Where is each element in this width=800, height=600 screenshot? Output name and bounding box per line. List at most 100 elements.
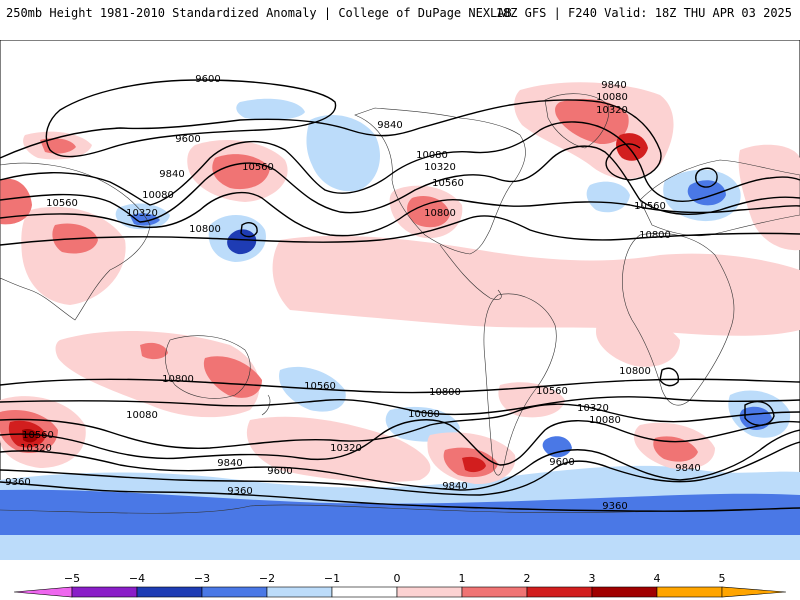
antarctic-band-deep — [0, 489, 800, 535]
pos-e-asia — [738, 144, 800, 251]
south-america-coast — [483, 293, 557, 476]
pos-w-asia — [0, 178, 32, 225]
contour-label: 10320 — [424, 162, 456, 173]
contour-label: 10800 — [639, 230, 671, 241]
contour-label: 10560 — [536, 386, 568, 397]
contour-loop-satl — [659, 367, 679, 387]
contour-loop-sindian — [744, 401, 775, 426]
colorbar-bins — [13, 586, 787, 598]
contour-label: 9840 — [675, 463, 700, 474]
contour-9840-north — [0, 99, 662, 181]
colorbar-bin — [201, 586, 268, 598]
colorbar-bin — [526, 586, 593, 598]
pos-sw-indian-core3 — [22, 428, 38, 443]
neg-bering — [236, 98, 305, 120]
colorbar-bin — [461, 586, 528, 598]
contour-label: 9600 — [549, 457, 574, 468]
africa-coast — [622, 232, 735, 406]
colorbar-bin — [396, 586, 463, 598]
contour-9600-south — [0, 441, 800, 496]
contour-loop-npac — [240, 222, 258, 238]
contour-label: 10080 — [596, 92, 628, 103]
pos-coral — [140, 342, 168, 360]
colorbar-tick-label: −1 — [324, 572, 340, 585]
contour-label: 10800 — [619, 366, 651, 377]
contour-label: 9600 — [175, 134, 200, 145]
colorbar-bin — [71, 586, 138, 598]
contour-label: 10080 — [589, 415, 621, 426]
colorbar-tick-label: −4 — [129, 572, 145, 585]
north-america-coast — [354, 107, 526, 255]
contour-label: 10560 — [634, 201, 666, 212]
contour-10080-south — [0, 419, 800, 466]
contour-label: 9360 — [227, 486, 252, 497]
contour-10080-north — [0, 121, 800, 206]
pos-s-atlantic-core — [653, 436, 698, 462]
contour-label: 10080 — [126, 410, 158, 421]
contour-9840-south — [0, 429, 800, 491]
contour-label: 10080 — [142, 190, 174, 201]
colorbar-tick-label: −5 — [64, 572, 80, 585]
pos-us-core — [407, 195, 450, 228]
neg-s-am — [542, 436, 572, 458]
pos-australia-core — [203, 356, 262, 398]
contour-loop-europe — [695, 167, 718, 188]
colorbar-bin — [656, 586, 723, 598]
neg-atlantic — [586, 181, 630, 213]
colorbar-tick-label: 2 — [524, 572, 531, 585]
colorbar-tick-label: −3 — [194, 572, 210, 585]
colorbar-bin — [136, 586, 203, 598]
contour-9600-north — [45, 79, 337, 158]
contour-labels: 9600960098401008010560103201080010560984… — [5, 74, 700, 512]
contour-label: 10560 — [46, 198, 78, 209]
colorbar-tick-label: 3 — [589, 572, 596, 585]
pos-asia — [21, 206, 126, 305]
pos-arabia — [596, 316, 680, 367]
contour-10320-south — [0, 403, 800, 450]
contour-label: 9840 — [217, 458, 242, 469]
pos-s-am-w-core2 — [462, 456, 486, 473]
contour-10800-south — [0, 378, 800, 394]
pos-nw-pac-core — [40, 138, 76, 154]
colorbar-bin — [266, 586, 333, 598]
contour-label: 10320 — [126, 208, 158, 219]
contour-10560-south — [0, 396, 800, 416]
contour-label: 10080 — [416, 150, 448, 161]
contour-label: 9600 — [267, 466, 292, 477]
contour-label: 9360 — [602, 501, 627, 512]
contour-label: 10320 — [577, 403, 609, 414]
contour-9360-south — [0, 481, 800, 512]
anomaly-map: 9600960098401008010560103201080010560984… — [0, 40, 800, 560]
contour-10320-north — [0, 145, 800, 223]
map-title: 250mb Height 1981-2010 Standardized Anom… — [6, 6, 512, 20]
contour-label: 9840 — [442, 481, 467, 492]
model-valid-time: 18Z GFS | F240 Valid: 18Z THU APR 03 202… — [495, 6, 792, 20]
contour-label: 10560 — [242, 162, 274, 173]
colorbar-bin — [591, 586, 658, 598]
contour-label: 9840 — [159, 169, 184, 180]
contour-label: 10320 — [330, 443, 362, 454]
contour-label: 10560 — [432, 178, 464, 189]
contour-label: 10080 — [408, 409, 440, 420]
color-scale-bar: −5 −4 −3 −2 −1 0 1 2 3 4 5 — [13, 572, 787, 598]
contour-10560-north — [0, 191, 800, 237]
colorbar-tick-labels: −5 −4 −3 −2 −1 0 1 2 3 4 5 — [64, 572, 726, 585]
contour-label: 10800 — [424, 208, 456, 219]
colorbar-tick-label: 5 — [719, 572, 726, 585]
pos-s-pac-mid — [246, 416, 431, 482]
colorbar-bin — [13, 586, 73, 598]
central-america-coast — [439, 244, 502, 300]
colorbar-tick-label: −2 — [259, 572, 275, 585]
colorbar-bin — [331, 586, 398, 598]
contour-label: 9360 — [5, 477, 30, 488]
contour-label: 9600 — [195, 74, 220, 85]
colorbar-tick-label: 0 — [394, 572, 401, 585]
contour-10800-north — [0, 215, 800, 246]
contour-label: 9840 — [601, 80, 626, 91]
australia-coast — [165, 335, 251, 399]
height-contours — [0, 79, 800, 512]
pos-subtropics — [272, 235, 800, 336]
contour-label: 10320 — [20, 443, 52, 454]
contour-label: 10320 — [596, 105, 628, 116]
pos-australia — [55, 330, 260, 418]
